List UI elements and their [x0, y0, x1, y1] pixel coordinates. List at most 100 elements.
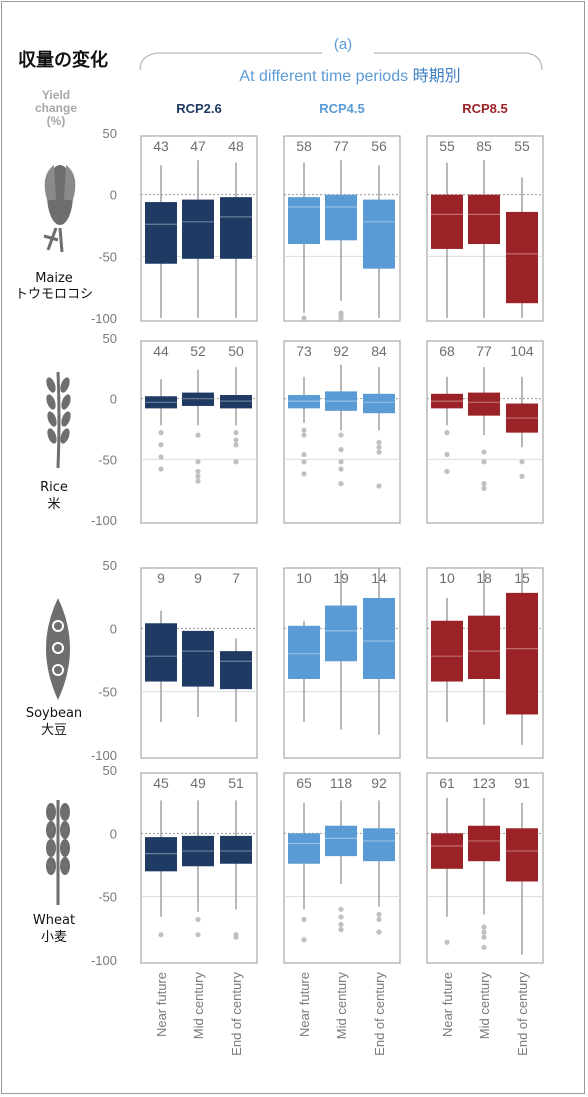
sample-count-label: 43	[153, 138, 169, 154]
outlier-point	[301, 471, 307, 477]
sample-count-label: 9	[157, 570, 165, 586]
y-tick-label: 50	[103, 558, 117, 573]
box	[288, 625, 320, 679]
y-tick-label: 0	[110, 621, 117, 636]
sample-count-label: 45	[153, 775, 169, 791]
sample-count-label: 14	[371, 570, 387, 586]
y-tick-label: -100	[91, 311, 117, 326]
sample-count-label: 51	[228, 775, 244, 791]
box	[182, 630, 214, 687]
sample-count-label: 84	[371, 343, 387, 359]
outlier-point	[338, 459, 344, 465]
sample-count-label: 10	[296, 570, 312, 586]
figure-title: 収量の変化	[18, 50, 108, 71]
box	[325, 391, 357, 411]
sample-count-label: 52	[190, 343, 206, 359]
box	[220, 197, 252, 259]
outlier-point	[481, 481, 487, 487]
y-tick-label: 50	[103, 763, 117, 778]
outlier-point	[301, 315, 307, 321]
crop-name-soybean-en: Soybean	[25, 706, 83, 721]
sample-count-label: 92	[333, 343, 349, 359]
crop-name-soybean-jp: 大豆	[40, 723, 67, 738]
outlier-point	[376, 483, 382, 489]
y-tick-label: -100	[91, 748, 117, 763]
y-tick-label: 50	[103, 126, 117, 141]
outlier-point	[338, 921, 344, 928]
outlier-point	[233, 437, 239, 443]
outlier-point	[233, 934, 239, 940]
outlier-point	[195, 916, 201, 923]
sample-count-label: 77	[476, 343, 492, 359]
outlier-point	[233, 430, 239, 436]
x-tick-label: End of century	[515, 972, 530, 1056]
box	[325, 194, 357, 241]
crop-name-maize-en: Maize	[35, 271, 73, 286]
x-tick-label: Near future	[297, 972, 312, 1037]
outlier-point	[233, 459, 239, 465]
panel-frame	[283, 340, 401, 524]
outlier-point	[481, 934, 487, 940]
sample-count-label: 68	[439, 343, 455, 359]
box	[145, 623, 177, 682]
y-tick-label: -100	[91, 953, 117, 968]
outlier-point	[376, 916, 382, 923]
outlier-point	[481, 449, 487, 455]
outlier-point	[195, 468, 201, 475]
outlier-point	[338, 906, 344, 912]
box	[220, 651, 252, 690]
box	[182, 392, 214, 406]
outlier-point	[195, 459, 201, 465]
outlier-point	[195, 473, 201, 479]
sample-count-label: 65	[296, 775, 312, 791]
soybean-icon	[46, 598, 70, 700]
box	[431, 393, 463, 409]
box	[506, 211, 538, 304]
x-tick-label: Mid century	[334, 972, 349, 1040]
outlier-point	[195, 478, 201, 484]
y-tick-label: -50	[98, 452, 117, 467]
outlier-point	[376, 449, 382, 455]
outlier-point	[301, 427, 307, 433]
outlier-point	[444, 430, 450, 436]
outlier-point	[338, 914, 344, 920]
box	[145, 396, 177, 409]
outlier-point	[519, 473, 525, 479]
box	[145, 202, 177, 264]
outlier-point	[301, 459, 307, 465]
box	[431, 620, 463, 682]
outlier-point	[376, 439, 382, 445]
wheat-icon	[46, 800, 70, 905]
scenario-label-rcp85: RCP8.5	[462, 101, 508, 116]
outlier-point	[481, 459, 487, 465]
outlier-point	[158, 932, 164, 938]
y-tick-label: 0	[110, 188, 117, 203]
sample-count-label: 91	[514, 775, 530, 791]
outlier-point	[301, 916, 307, 923]
sample-count-label: 123	[472, 775, 496, 791]
outlier-point	[444, 468, 450, 475]
sample-count-label: 61	[439, 775, 455, 791]
box	[145, 837, 177, 872]
sample-count-label: 19	[333, 570, 349, 586]
panel-frame	[283, 772, 401, 964]
panel-label: (a)	[333, 36, 353, 53]
box	[220, 395, 252, 409]
box	[325, 825, 357, 857]
outlier-point	[444, 939, 450, 945]
outlier-point	[338, 447, 344, 453]
sample-count-label: 15	[514, 570, 530, 586]
outlier-point	[338, 481, 344, 487]
box	[363, 597, 395, 679]
box	[182, 835, 214, 867]
outlier-point	[481, 944, 487, 950]
box	[506, 403, 538, 433]
y-axis-title-line-2: change	[34, 101, 77, 115]
crop-name-wheat-jp: 小麦	[40, 930, 67, 945]
box	[468, 825, 500, 862]
sample-count-label: 48	[228, 138, 244, 154]
sample-count-label: 77	[333, 138, 349, 154]
y-tick-label: -50	[98, 890, 117, 905]
